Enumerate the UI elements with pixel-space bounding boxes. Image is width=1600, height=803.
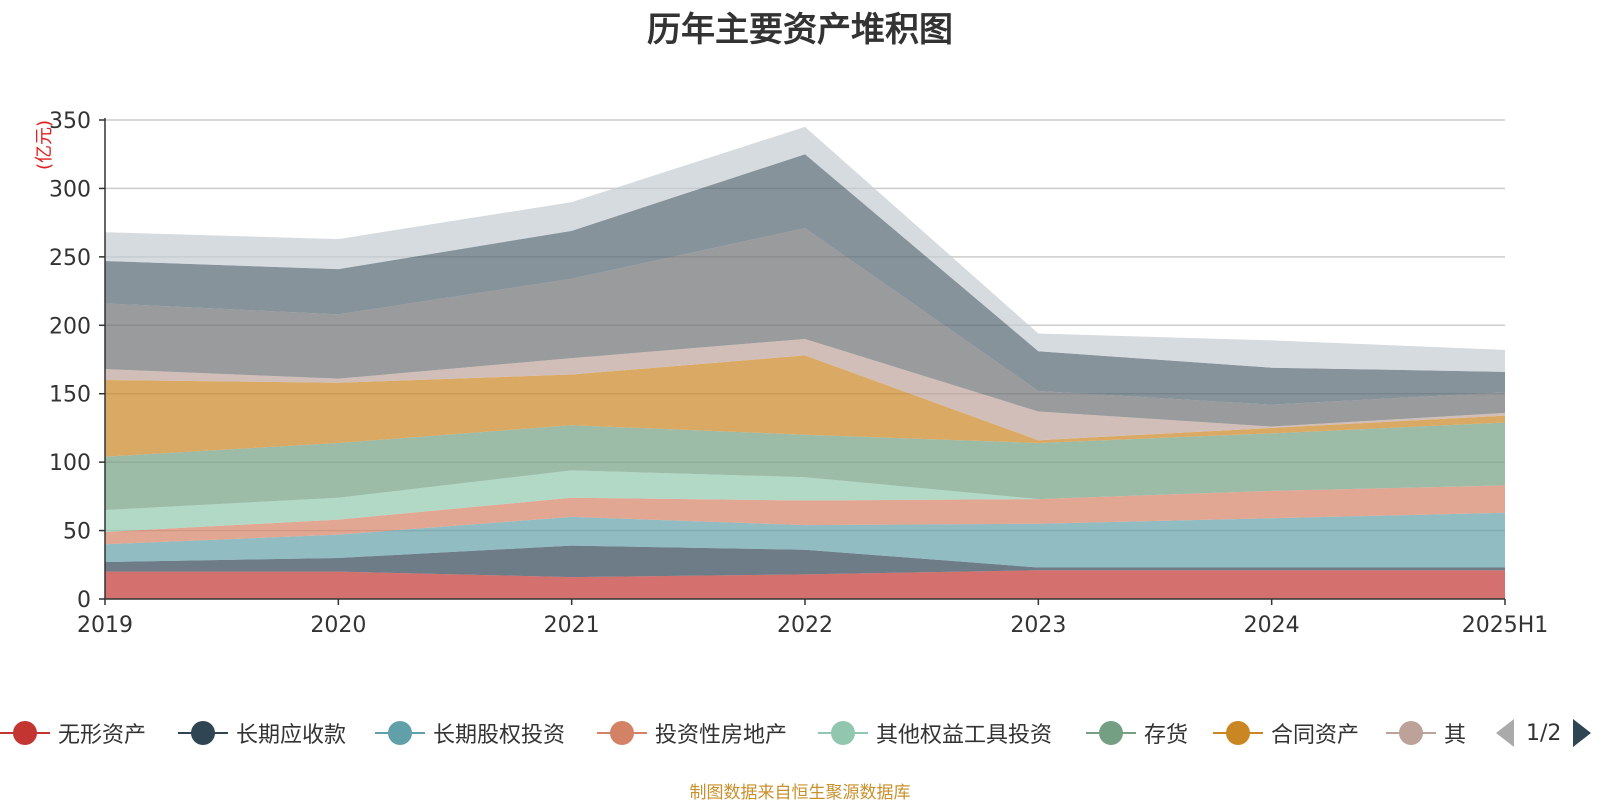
legend-label: 存货: [1144, 723, 1189, 748]
x-tick-label: 2020: [310, 613, 366, 638]
x-tick-label: 2024: [1244, 613, 1300, 638]
legend-label: 其他权益工具投资: [876, 723, 1053, 748]
area-series-固定资产: [105, 126, 1505, 372]
y-tick-label: 150: [49, 383, 91, 408]
area-series-长期应收款: [105, 545, 1505, 578]
y-tick-label: 50: [63, 520, 91, 545]
legend-items: 无形资产 长期应收款 长期股权投资 投资性房地产 其他权益工具投资 存货 合同资产 其: [0, 712, 1470, 754]
area-series: [105, 126, 1505, 599]
legend-label: 无形资产: [58, 723, 147, 748]
y-tick-label: 0: [77, 588, 91, 613]
legend-marker-icon: [0, 720, 50, 746]
x-tick-label: 2022: [777, 613, 833, 638]
legend-prev-page-button[interactable]: [1496, 719, 1514, 747]
legend-next-page-button[interactable]: [1573, 719, 1592, 747]
legend-item[interactable]: 投资性房地产: [597, 712, 787, 754]
x-tick-label: 2023: [1010, 613, 1066, 638]
y-tick-label: 300: [49, 177, 91, 202]
legend-label: 长期股权投资: [433, 723, 566, 748]
legend-label: 其: [1444, 723, 1467, 748]
chart-plot: 0 50 100 150 200 250 300 350 2019 2020 2021 2022 202…: [34, 109, 1548, 638]
x-tick-label: 2021: [544, 613, 600, 638]
legend-marker-icon: [1213, 720, 1263, 746]
legend-item[interactable]: 存货: [1086, 712, 1188, 754]
legend-pager: 1/2: [1496, 712, 1592, 754]
legend-marker-icon: [178, 720, 228, 746]
area-series-其他权益工具投资: [105, 470, 1505, 532]
area-series-合同资产: [105, 355, 1505, 457]
legend-marker-icon: [375, 720, 425, 746]
area-series-货币资金: [105, 154, 1505, 405]
legend-item[interactable]: 无形资产: [0, 712, 146, 754]
legend-marker-icon: [1086, 720, 1136, 746]
y-axis-unit-label: (亿元): [34, 120, 55, 170]
y-tick-label: 350: [49, 109, 91, 134]
x-tick-label: 2019: [77, 613, 133, 638]
legend-item[interactable]: 长期股权投资: [375, 712, 565, 754]
source-note: 制图数据来自恒生聚源数据库: [689, 783, 911, 803]
y-tick-label: 200: [49, 314, 91, 339]
legend-label: 长期应收款: [236, 723, 347, 748]
area-series-投资性房地产: [105, 485, 1505, 545]
legend-page-indicator: 1/2: [1526, 720, 1562, 746]
area-series-长期股权投资: [105, 512, 1505, 568]
legend-marker-icon: [1386, 720, 1436, 746]
axes: 0 50 100 150 200 250 300 350 2019 2020 2021 2022 202…: [49, 109, 1548, 638]
legend-marker-icon: [597, 720, 647, 746]
legend-marker-icon: [818, 720, 868, 746]
legend-item[interactable]: 其: [1386, 712, 1466, 754]
legend-item[interactable]: 合同资产: [1213, 712, 1359, 754]
x-tick-label: 2025H1: [1462, 613, 1549, 638]
legend-label: 合同资产: [1271, 723, 1360, 748]
area-series-应收账款: [105, 228, 1505, 427]
legend-label: 投资性房地产: [655, 723, 788, 748]
y-tick-label: 250: [49, 246, 91, 271]
area-series-存货: [105, 422, 1505, 511]
area-series-无形资产: [105, 570, 1505, 599]
y-tick-label: 100: [49, 451, 91, 476]
legend-item[interactable]: 长期应收款: [178, 712, 346, 754]
legend-item[interactable]: 其他权益工具投资: [818, 712, 1052, 754]
legend: 无形资产 长期应收款 长期股权投资 投资性房地产 其他权益工具投资 存货 合同资产 其 1/2: [0, 712, 1600, 754]
chart-title: 历年主要资产堆积图: [647, 10, 953, 50]
